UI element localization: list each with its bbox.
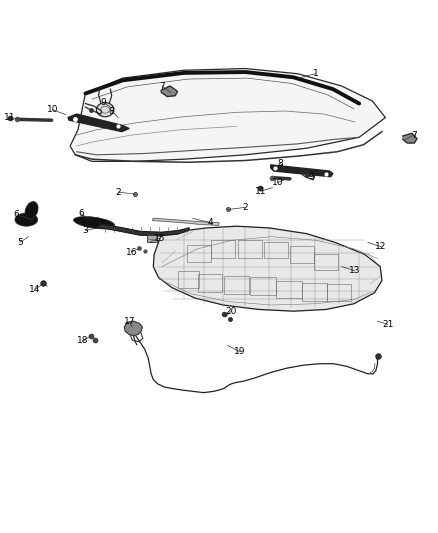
Polygon shape xyxy=(124,321,142,336)
Text: 4: 4 xyxy=(208,218,213,227)
Text: 11: 11 xyxy=(255,187,266,196)
Text: 9: 9 xyxy=(308,172,314,181)
Polygon shape xyxy=(152,219,219,225)
Text: 16: 16 xyxy=(126,247,137,256)
Ellipse shape xyxy=(74,216,115,229)
Text: 6: 6 xyxy=(78,209,84,219)
Text: 1: 1 xyxy=(312,69,318,78)
Polygon shape xyxy=(161,86,177,96)
Text: 15: 15 xyxy=(154,233,166,243)
Text: 2: 2 xyxy=(243,203,248,212)
Text: 11: 11 xyxy=(4,113,15,122)
Bar xyxy=(147,236,157,243)
Polygon shape xyxy=(403,133,417,143)
Text: 17: 17 xyxy=(124,317,135,326)
Text: 12: 12 xyxy=(375,243,387,251)
Text: 14: 14 xyxy=(29,285,41,294)
Polygon shape xyxy=(271,165,333,177)
Text: 8: 8 xyxy=(277,159,283,168)
Text: 7: 7 xyxy=(159,82,165,91)
Text: 20: 20 xyxy=(226,306,237,316)
Text: 9: 9 xyxy=(100,98,106,107)
Text: 3: 3 xyxy=(82,226,88,235)
Text: 10: 10 xyxy=(47,105,58,114)
Text: 6: 6 xyxy=(14,211,20,219)
Polygon shape xyxy=(153,226,382,311)
Polygon shape xyxy=(99,224,189,236)
Text: 13: 13 xyxy=(349,266,360,276)
Text: 18: 18 xyxy=(77,336,88,345)
Ellipse shape xyxy=(25,201,38,220)
Polygon shape xyxy=(70,69,385,161)
Text: 8: 8 xyxy=(109,107,115,116)
Text: 21: 21 xyxy=(382,320,393,329)
Text: 2: 2 xyxy=(116,188,121,197)
Text: 5: 5 xyxy=(17,238,23,247)
Polygon shape xyxy=(68,114,129,132)
Text: 19: 19 xyxy=(234,348,246,357)
Text: 10: 10 xyxy=(272,178,284,187)
Ellipse shape xyxy=(15,213,38,226)
Text: 7: 7 xyxy=(411,131,417,140)
Ellipse shape xyxy=(96,103,114,117)
